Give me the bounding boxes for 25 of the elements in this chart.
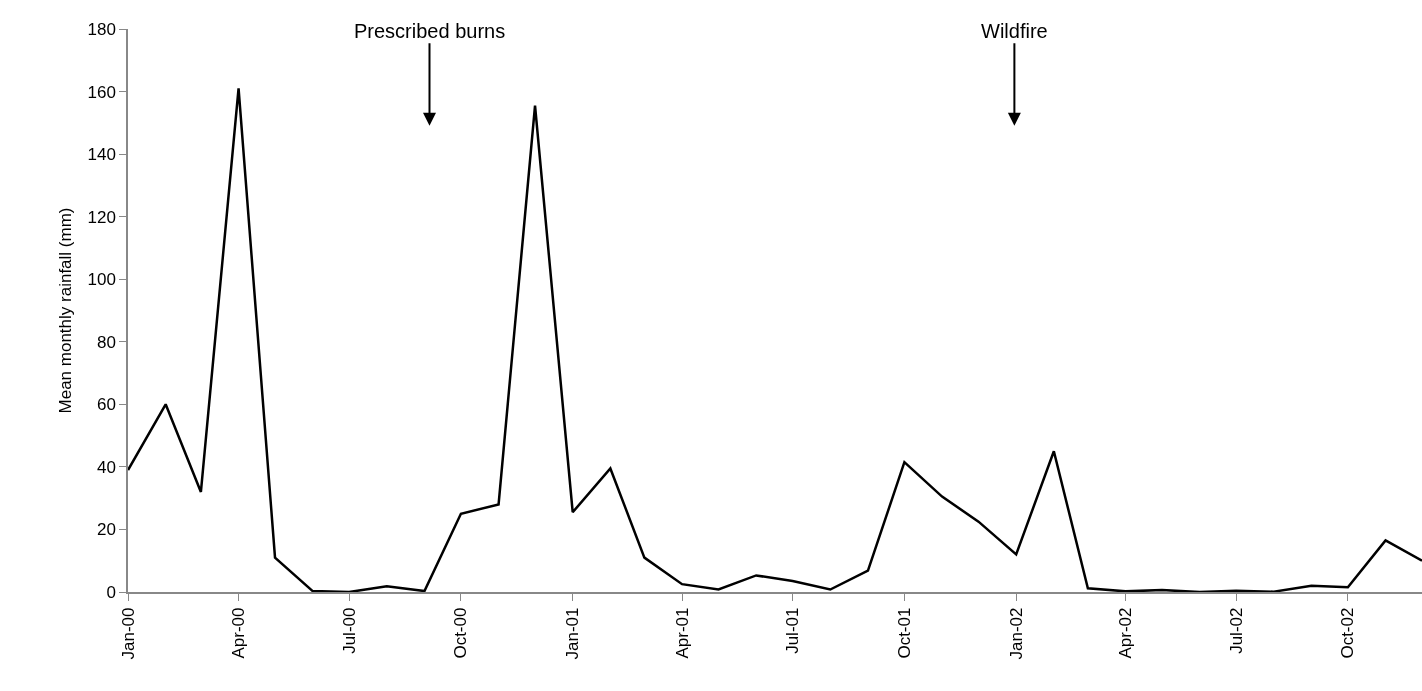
x-tick-label: Oct-00 xyxy=(451,607,471,659)
annotation: Prescribed burns xyxy=(354,20,506,42)
y-tick-label: 80 xyxy=(96,332,116,352)
y-tick-label: 120 xyxy=(87,207,116,227)
y-tick-label: 160 xyxy=(87,82,116,102)
x-tick-label: Jul-00 xyxy=(339,607,359,654)
x-tick-label: Oct-01 xyxy=(894,607,914,659)
y-tick-label: 140 xyxy=(87,145,116,165)
y-axis-title: Mean monthly rainfall (mm) xyxy=(55,207,75,414)
x-tick-label: Jul-01 xyxy=(783,607,803,654)
y-tick-label: 20 xyxy=(96,520,116,540)
y-tick-label: 40 xyxy=(96,457,116,477)
y-tick-label: 100 xyxy=(87,270,116,290)
x-tick-label: Apr-02 xyxy=(1116,607,1136,659)
y-tick-label: 0 xyxy=(106,582,116,602)
x-tick-label: Jan-00 xyxy=(118,607,138,660)
x-tick-label: Jul-02 xyxy=(1226,607,1246,654)
y-tick-label: 60 xyxy=(96,395,116,415)
x-tick-label: Apr-01 xyxy=(672,607,692,659)
x-tick-label: Jan-02 xyxy=(1006,607,1026,660)
x-tick-label: Oct-02 xyxy=(1338,607,1358,659)
x-tick-label: Jan-01 xyxy=(563,607,583,660)
y-tick-label: 180 xyxy=(87,19,116,39)
x-tick-label: Apr-00 xyxy=(229,607,249,659)
annotation: Wildfire xyxy=(981,20,1048,42)
